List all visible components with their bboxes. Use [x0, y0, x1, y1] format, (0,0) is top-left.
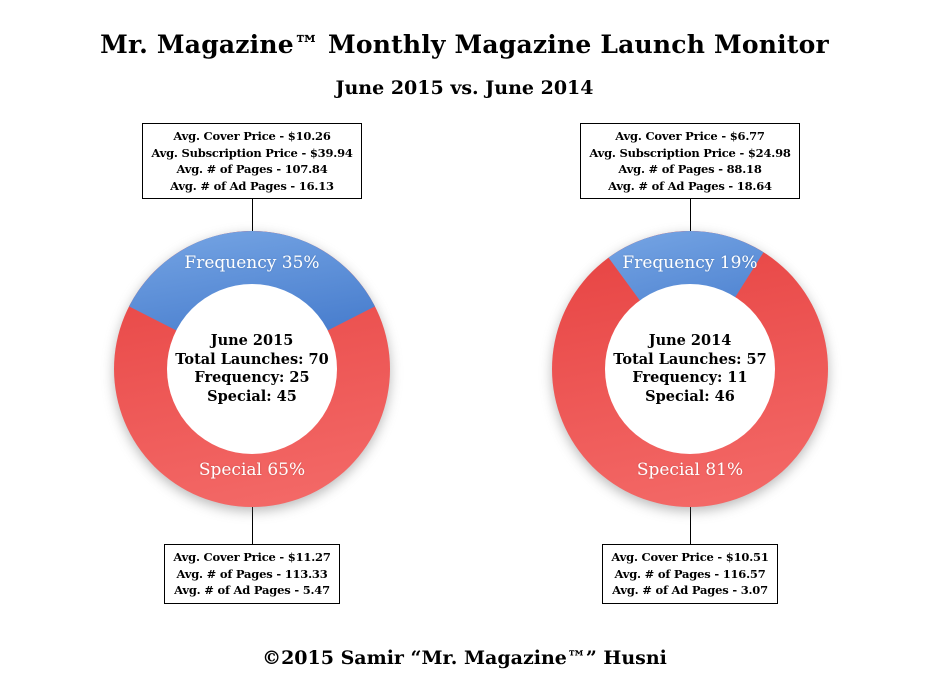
special-callout-box-2015: Avg. Cover Price - $11.27 Avg. # of Page… [164, 544, 340, 604]
stat-avg-ad-pages: Avg. # of Ad Pages - 3.07 [612, 583, 768, 597]
donut-chart-2014 [552, 231, 828, 507]
connector-line [251, 507, 253, 544]
copyright-footer: ©2015 Samir “Mr. Magazine™” Husni [262, 647, 667, 669]
chart-column-june-2014: Avg. Cover Price - $6.77 Avg. Subscripti… [510, 123, 870, 604]
chart-column-june-2015: Avg. Cover Price - $10.26 Avg. Subscript… [72, 123, 432, 604]
frequency-callout-box-2015: Avg. Cover Price - $10.26 Avg. Subscript… [142, 123, 362, 199]
stat-avg-cover-price: Avg. Cover Price - $6.77 [615, 129, 765, 143]
connector-line [689, 199, 691, 231]
stat-avg-ad-pages: Avg. # of Ad Pages - 18.64 [608, 178, 772, 193]
stat-avg-ad-pages: Avg. # of Ad Pages - 16.13 [170, 178, 334, 193]
donut-chart-2015 [114, 231, 390, 507]
stat-avg-ad-pages: Avg. # of Ad Pages - 5.47 [174, 583, 330, 597]
page-subtitle: June 2015 vs. June 2014 [335, 77, 594, 99]
special-callout-box-2014: Avg. Cover Price - $10.51 Avg. # of Page… [602, 544, 778, 604]
stat-avg-cover-price: Avg. Cover Price - $11.27 [173, 550, 331, 564]
frequency-callout-box-2014: Avg. Cover Price - $6.77 Avg. Subscripti… [580, 123, 800, 199]
page-title: Mr. Magazine™ Monthly Magazine Launch Mo… [100, 30, 829, 59]
stat-avg-pages: Avg. # of Pages - 113.33 [176, 566, 328, 581]
stat-avg-pages: Avg. # of Pages - 116.57 [614, 566, 766, 581]
stat-avg-cover-price: Avg. Cover Price - $10.51 [611, 550, 769, 564]
connector-line [689, 507, 691, 544]
stat-avg-pages: Avg. # of Pages - 107.84 [176, 162, 328, 176]
stat-avg-subscription-price: Avg. Subscription Price - $39.94 [151, 145, 353, 160]
stat-avg-pages: Avg. # of Pages - 88.18 [618, 162, 762, 176]
donut-hole [167, 284, 337, 454]
connector-line [251, 199, 253, 231]
donut-hole [605, 284, 775, 454]
donut-june-2014: Frequency 19% Special 81% June 2014 Tota… [552, 231, 828, 507]
stat-avg-subscription-price: Avg. Subscription Price - $24.98 [589, 145, 791, 160]
donut-june-2015: Frequency 35% Special 65% June 2015 Tota… [114, 231, 390, 507]
stat-avg-cover-price: Avg. Cover Price - $10.26 [173, 129, 331, 143]
